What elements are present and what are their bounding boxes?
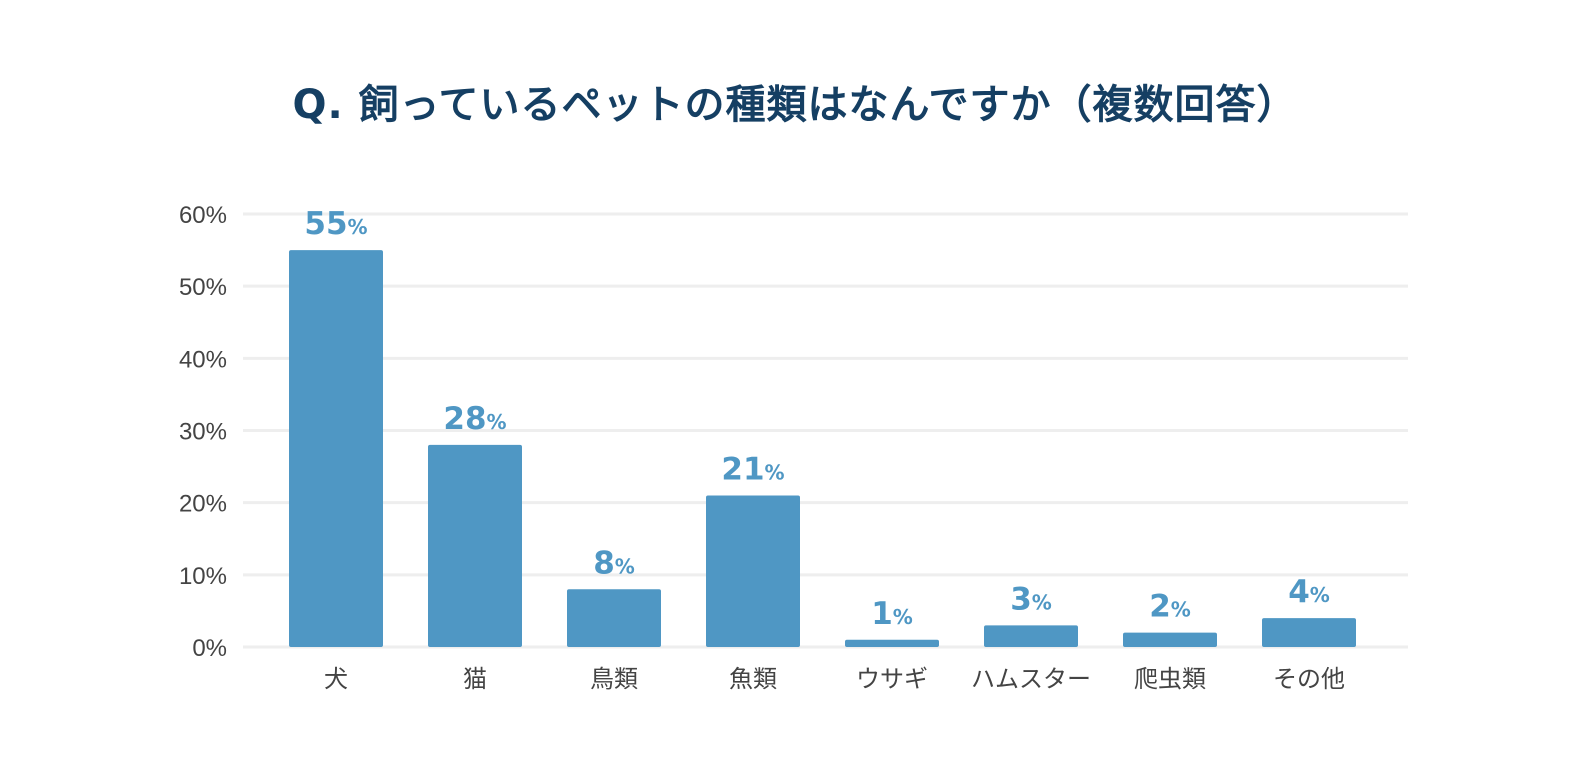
- grid-lines: [243, 212, 1408, 649]
- bar: [1123, 632, 1217, 647]
- chart-title: Q. 飼っているペットの種類はなんですか（複数回答）: [292, 82, 1298, 128]
- bars: [289, 250, 1356, 648]
- y-tick-label: 20%: [179, 491, 227, 518]
- value-label: 21%: [721, 451, 784, 487]
- y-tick-label: 0%: [192, 635, 227, 662]
- y-tick-label: 30%: [179, 419, 227, 446]
- category-label: ハムスター: [971, 665, 1091, 693]
- y-tick-label: 40%: [179, 346, 227, 373]
- value-label: 3%: [1010, 581, 1052, 617]
- bar: [845, 639, 939, 647]
- y-axis-tick-labels: 0% 10% 20% 30% 40% 50% 60%: [179, 202, 227, 662]
- value-label: 8%: [593, 545, 635, 581]
- value-label: 4%: [1288, 574, 1330, 610]
- category-label: その他: [1273, 665, 1345, 693]
- value-label: 1%: [871, 596, 913, 632]
- y-tick-label: 50%: [179, 274, 227, 301]
- bar: [706, 495, 800, 647]
- bar: [984, 625, 1078, 647]
- bar: [1262, 618, 1356, 647]
- y-tick-label: 10%: [179, 563, 227, 590]
- value-label: 2%: [1149, 589, 1191, 625]
- value-labels: 55% 28% 8% 21% 1% 3% 2% 4%: [304, 206, 1329, 632]
- y-tick-label: 60%: [179, 202, 227, 229]
- x-axis-category-labels: 犬 猫 鳥類 魚類 ウサギ ハムスター 爬虫類 その他: [324, 665, 1345, 693]
- bar: [428, 444, 522, 647]
- category-label: ウサギ: [856, 665, 928, 693]
- category-label: 魚類: [729, 665, 777, 693]
- category-label: 猫: [463, 665, 487, 693]
- category-label: 鳥類: [590, 665, 638, 693]
- bar: [567, 589, 661, 647]
- value-label: 55%: [304, 206, 367, 242]
- category-label: 犬: [324, 665, 348, 693]
- bar: [289, 250, 383, 648]
- value-label: 28%: [443, 401, 506, 437]
- category-label: 爬虫類: [1134, 665, 1206, 693]
